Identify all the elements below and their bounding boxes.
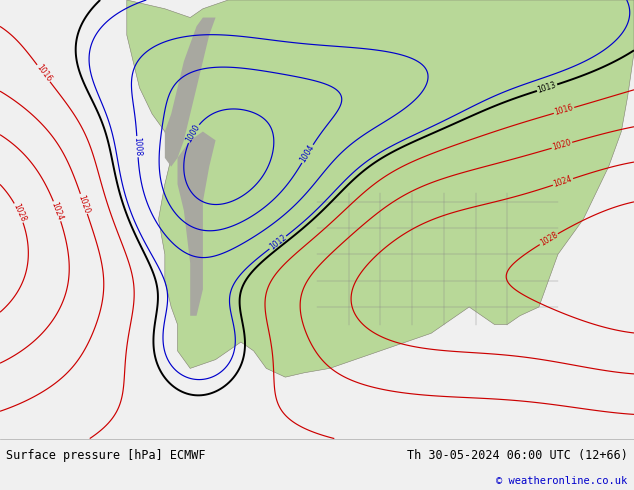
- Text: 1004: 1004: [299, 143, 316, 165]
- Text: Surface pressure [hPa] ECMWF: Surface pressure [hPa] ECMWF: [6, 448, 206, 462]
- Polygon shape: [165, 18, 216, 167]
- Text: 1013: 1013: [536, 80, 558, 95]
- Text: 1024: 1024: [49, 200, 65, 222]
- Text: 1016: 1016: [553, 103, 574, 118]
- Polygon shape: [127, 0, 634, 377]
- Text: 1000: 1000: [184, 123, 202, 144]
- Text: 1028: 1028: [11, 202, 27, 223]
- Text: © weatheronline.co.uk: © weatheronline.co.uk: [496, 476, 628, 486]
- Polygon shape: [178, 132, 216, 316]
- Text: 1012: 1012: [268, 233, 288, 252]
- Text: 1020: 1020: [552, 138, 573, 152]
- Text: 1024: 1024: [552, 174, 574, 189]
- Text: 1020: 1020: [77, 194, 91, 215]
- Text: Th 30-05-2024 06:00 UTC (12+66): Th 30-05-2024 06:00 UTC (12+66): [407, 448, 628, 462]
- Text: 1016: 1016: [34, 63, 53, 84]
- Text: 1008: 1008: [133, 137, 143, 156]
- Text: 1028: 1028: [538, 230, 559, 248]
